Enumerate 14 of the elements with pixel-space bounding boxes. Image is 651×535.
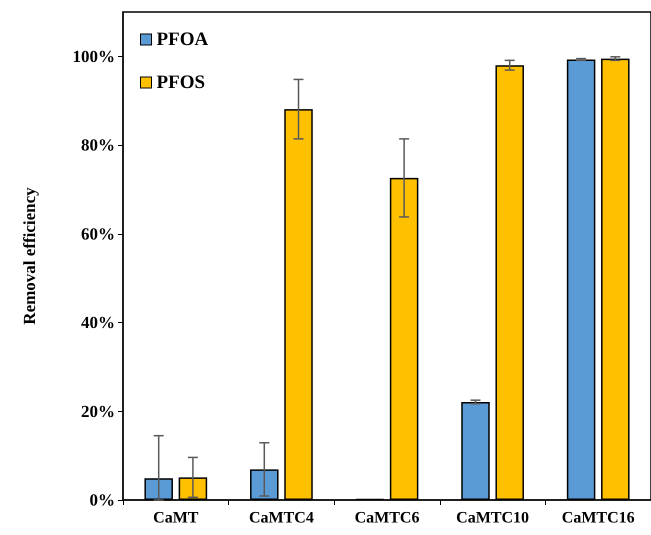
x-tick-label: CaMT bbox=[153, 510, 199, 526]
x-tick-label: CaMTC4 bbox=[248, 510, 314, 526]
x-tick-label: CaMTC6 bbox=[354, 510, 420, 526]
y-tick-label: 20% bbox=[81, 402, 115, 421]
y-tick-label: 60% bbox=[81, 224, 115, 244]
y-axis-title: Removal efficiency bbox=[20, 186, 39, 325]
legend-label: PFOA bbox=[156, 29, 208, 50]
y-tick-label: 80% bbox=[81, 136, 115, 155]
legend-label: PFOS bbox=[156, 72, 206, 93]
x-tick-label: CaMTC10 bbox=[456, 510, 530, 526]
y-tick-label: 0% bbox=[90, 490, 115, 510]
y-tick-label: 100% bbox=[72, 46, 115, 66]
x-tick-label: CaMTC16 bbox=[562, 510, 635, 526]
y-tick-label: 40% bbox=[81, 313, 115, 332]
